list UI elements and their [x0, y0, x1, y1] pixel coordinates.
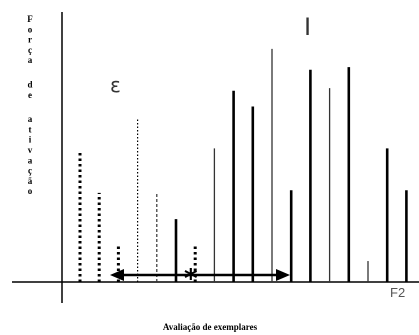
y-axis-label-letter: ç	[28, 45, 32, 55]
star-annotation: *	[184, 264, 198, 294]
y-axis-label-letter: i	[29, 135, 32, 145]
y-axis-label-letter: v	[28, 145, 33, 155]
y-axis-label-letter: ã	[28, 176, 33, 186]
i-annotation: I	[304, 13, 311, 41]
y-axis-label-letter: r	[28, 35, 32, 45]
y-axis-label-letter: o	[28, 24, 33, 34]
y-axis-label-letter: a	[28, 155, 33, 165]
y-axis-label-letter: F	[27, 14, 33, 24]
y-axis-label-letter: a	[28, 114, 33, 124]
y-axis-label-letter: d	[27, 80, 32, 90]
y-axis-label-letter: t	[29, 124, 32, 134]
x-axis-end-label: F2	[390, 285, 405, 300]
y-axis-label-letter: a	[28, 55, 33, 65]
y-axis-label-letter: ç	[28, 166, 32, 176]
x-axis-label: Avaliação de exemplares	[163, 322, 258, 332]
y-axis-label-letter: e	[28, 90, 32, 100]
epsilon-annotation: ε	[110, 73, 121, 97]
y-axis-label-letter: o	[28, 186, 33, 196]
bars-group	[80, 49, 406, 282]
